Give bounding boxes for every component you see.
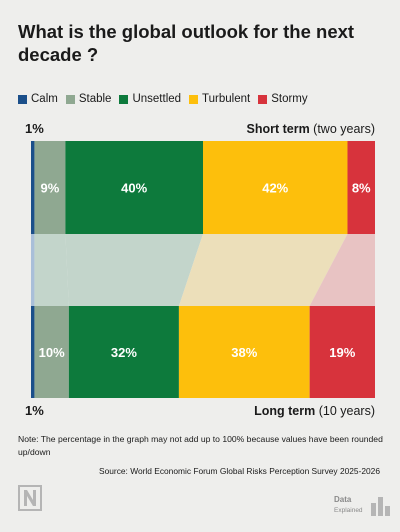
legend-swatch-unsettled — [119, 94, 129, 104]
band-calm — [31, 234, 35, 306]
legend-label-stormy: Stormy — [271, 93, 308, 105]
legend-label-unsettled: Unsettled — [132, 93, 182, 105]
data-label-short-term-stormy: 8% — [352, 181, 371, 196]
legend-item-turbulent: Turbulent — [189, 93, 250, 105]
data-label-long-term-stable: 10% — [39, 345, 65, 360]
row-label-long-term-sub: (10 years) — [319, 404, 375, 418]
data-label-long-term-calm: 1% — [25, 403, 44, 418]
row-label-short-term-main: Short term — [246, 122, 313, 136]
data-label-short-term-unsettled: 40% — [121, 181, 147, 196]
chart-note: Note: The percentage in the graph may no… — [18, 434, 383, 457]
legend: Calm Stable Unsettled Turbulent Stormy — [18, 93, 316, 105]
legend-item-stable: Stable — [65, 93, 112, 105]
row-label-short-term: Short term (two years) — [246, 122, 375, 136]
data-label-short-term-stable: 9% — [41, 181, 60, 196]
data-explained-logo-icon: Data Explained — [334, 495, 390, 516]
data-label-short-term-turbulent: 42% — [262, 181, 288, 196]
row-label-long-term: Long term (10 years) — [254, 404, 375, 418]
publisher-logo-icon — [18, 485, 42, 511]
band-stable — [34, 234, 69, 306]
bar-short-term-turbulent — [203, 141, 348, 234]
band-stormy — [309, 234, 375, 306]
data-explained-logo-text: Data — [334, 495, 352, 504]
legend-item-calm: Calm — [18, 93, 58, 105]
bar-long-term-stormy — [309, 306, 375, 398]
band-unsettled — [65, 234, 204, 306]
data-label-short-term-calm: 1% — [25, 121, 44, 136]
stacked-bar-chart: 9% 40% 42% 8% 10% 32% 38% 19% 1% 1% Short term (tw… — [25, 121, 375, 418]
chart-source: Source: World Economic Forum Global Risk… — [99, 466, 380, 476]
legend-swatch-turbulent — [189, 94, 199, 104]
data-explained-logo-subtext: Explained — [334, 507, 363, 514]
data-label-long-term-turbulent: 38% — [231, 345, 257, 360]
legend-swatch-calm — [18, 94, 27, 104]
bar-short-term-stable — [34, 141, 66, 234]
band-turbulent — [178, 234, 348, 306]
bar-long-term-calm — [31, 306, 35, 398]
legend-label-calm: Calm — [31, 93, 58, 105]
legend-swatch-stable — [65, 94, 75, 104]
chart-title: What is the global outlook for the next … — [18, 21, 355, 65]
row-label-short-term-sub: (two years) — [313, 122, 375, 136]
legend-label-stable: Stable — [78, 93, 112, 105]
bar-short-term-stormy — [347, 141, 375, 234]
bar-long-term-turbulent — [178, 306, 310, 398]
row-label-long-term-main: Long term — [254, 404, 319, 418]
bar-long-term-stable — [34, 306, 69, 398]
legend-label-turbulent: Turbulent — [202, 93, 251, 105]
data-label-long-term-unsettled: 32% — [111, 345, 137, 360]
bar-long-term-unsettled — [68, 306, 179, 398]
data-label-long-term-stormy: 19% — [329, 345, 355, 360]
bar-short-term-unsettled — [65, 141, 204, 234]
legend-swatch-stormy — [258, 94, 268, 104]
bar-short-term-calm — [31, 141, 35, 234]
legend-item-unsettled: Unsettled — [119, 93, 181, 105]
legend-item-stormy: Stormy — [258, 93, 308, 105]
